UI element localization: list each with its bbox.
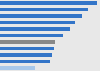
Bar — [0, 34, 63, 37]
Bar — [0, 53, 52, 57]
Bar — [0, 27, 70, 31]
Bar — [0, 14, 82, 18]
Bar — [0, 60, 50, 63]
Bar — [0, 40, 55, 44]
Bar — [0, 47, 54, 50]
Bar — [0, 1, 97, 5]
Bar — [0, 8, 88, 11]
Bar — [0, 66, 35, 70]
Bar — [0, 21, 75, 24]
